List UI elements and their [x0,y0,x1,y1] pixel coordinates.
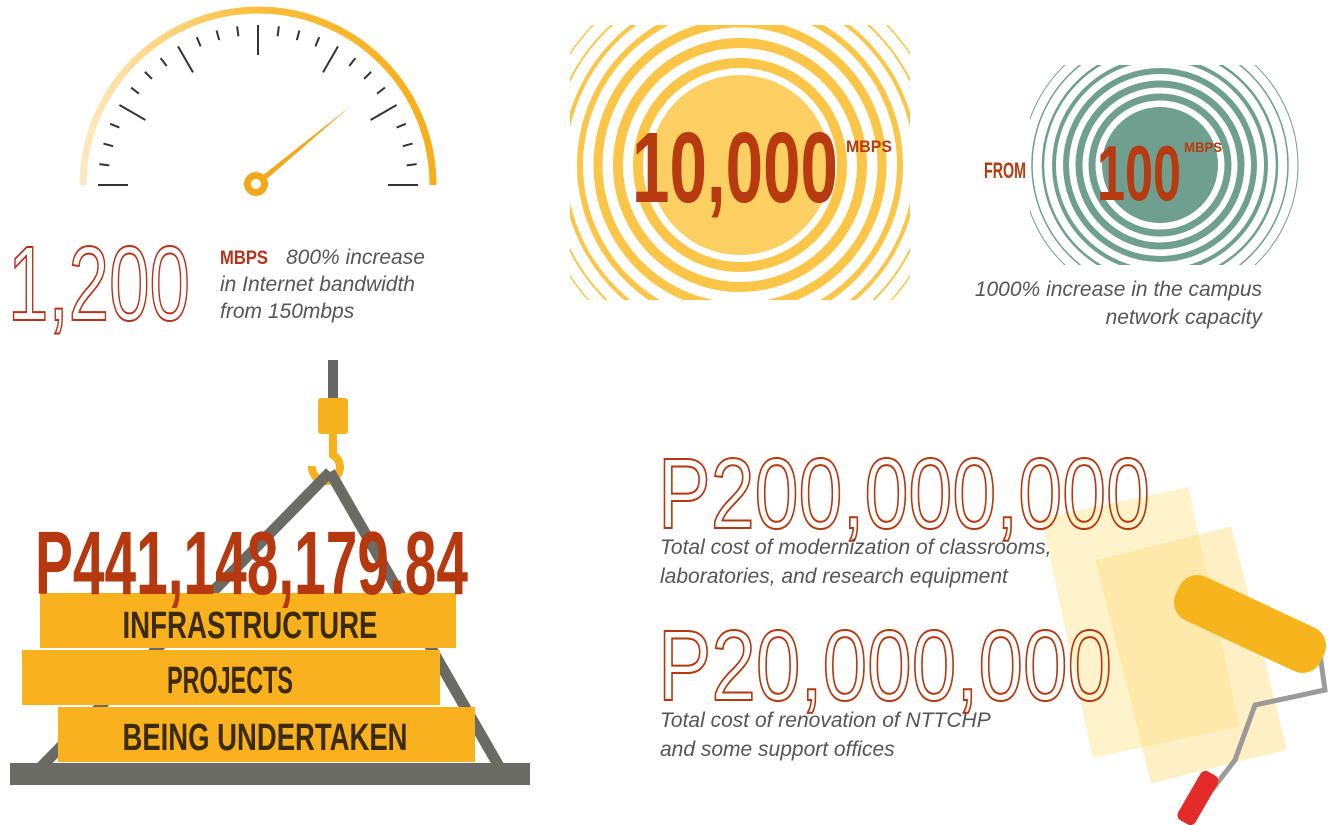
gauge-tick [396,122,407,129]
from-value: 100 [1097,129,1181,217]
gauge-tick [363,71,372,80]
gauge-tick [348,57,357,67]
gauge-tick [118,104,146,121]
network-unit: MBPS [846,137,892,156]
gauge-ticks [98,25,418,186]
gauge-tick [236,26,240,37]
modernization-caption: Total cost of modernization of classroom… [660,536,1051,559]
ring [613,38,867,292]
crane [10,360,530,785]
bandwidth-caption: 800% increase [286,246,425,269]
ring [577,25,903,300]
board-label: PROJECTS [167,660,293,702]
gauge-tick [215,30,221,41]
gauge-tick [314,36,321,47]
gauge-tick [276,26,280,37]
gauge-tick [406,163,417,167]
network-caption: network capacity [1106,306,1264,329]
bandwidth-caption: in Internet bandwidth [220,273,415,296]
network-value: 10,000 [632,112,838,224]
ring [593,25,887,300]
paint-stroke [1095,526,1287,784]
renovation-caption: and some support offices [660,738,895,761]
modernization-caption: laboratories, and research equipment [660,565,1009,588]
rings-small [1030,65,1299,265]
needle-pivot-hole [251,179,261,189]
hook-block [318,398,348,434]
bandwidth-caption: from 150mbps [220,300,355,323]
ring-core [1102,107,1218,223]
gauge-arc [79,6,437,186]
ring [1063,68,1257,262]
gauge-tick [159,57,168,67]
base-beam [10,763,530,785]
gauge-tick [177,45,194,73]
ring [1031,65,1289,265]
bandwidth-value: 1,200 [8,225,190,343]
ring [1088,93,1232,237]
ring-core [650,75,830,255]
board [58,707,475,762]
infrastructure-amount: P441,148,179.84 [35,514,468,614]
ring [1041,65,1279,265]
ring [633,58,847,272]
gauge-tick [99,163,110,167]
ring [1052,65,1268,265]
board [40,593,456,648]
gauge-tick [195,36,202,47]
roller [1173,575,1327,673]
ring [1030,65,1299,265]
gauge-tick [295,30,301,41]
renovation-amount: P20,000,000 [658,610,1112,722]
speedometer [79,6,437,196]
from-label: FROM [984,158,1026,183]
board-label: INFRASTRUCTURE [123,605,378,647]
ring [1075,80,1245,250]
network-caption: 1000% increase in the campus [975,278,1263,301]
modernization-amount: P200,000,000 [658,438,1150,550]
board-label: BEING UNDERTAKEN [123,717,408,759]
rings-large [570,25,910,300]
gauge-tick [109,122,120,129]
roller-handle [1177,770,1219,825]
gauge-tick [130,86,140,95]
roller-frame [1210,639,1328,792]
rope [328,360,338,402]
renovation-caption: Total cost of renovation of NTTCHP [660,709,991,732]
bandwidth-unit: MBPS [220,248,268,269]
needle [254,105,352,190]
gauge-tick [402,142,413,148]
gauge-tick [103,142,114,148]
gauge-tick [322,45,339,73]
paint-roller [1041,487,1328,825]
gauge-tick [144,71,153,80]
board [22,650,440,705]
gauge-tick [370,104,398,121]
gauge-tick [376,86,386,95]
from-unit: MBPS [1184,139,1222,155]
